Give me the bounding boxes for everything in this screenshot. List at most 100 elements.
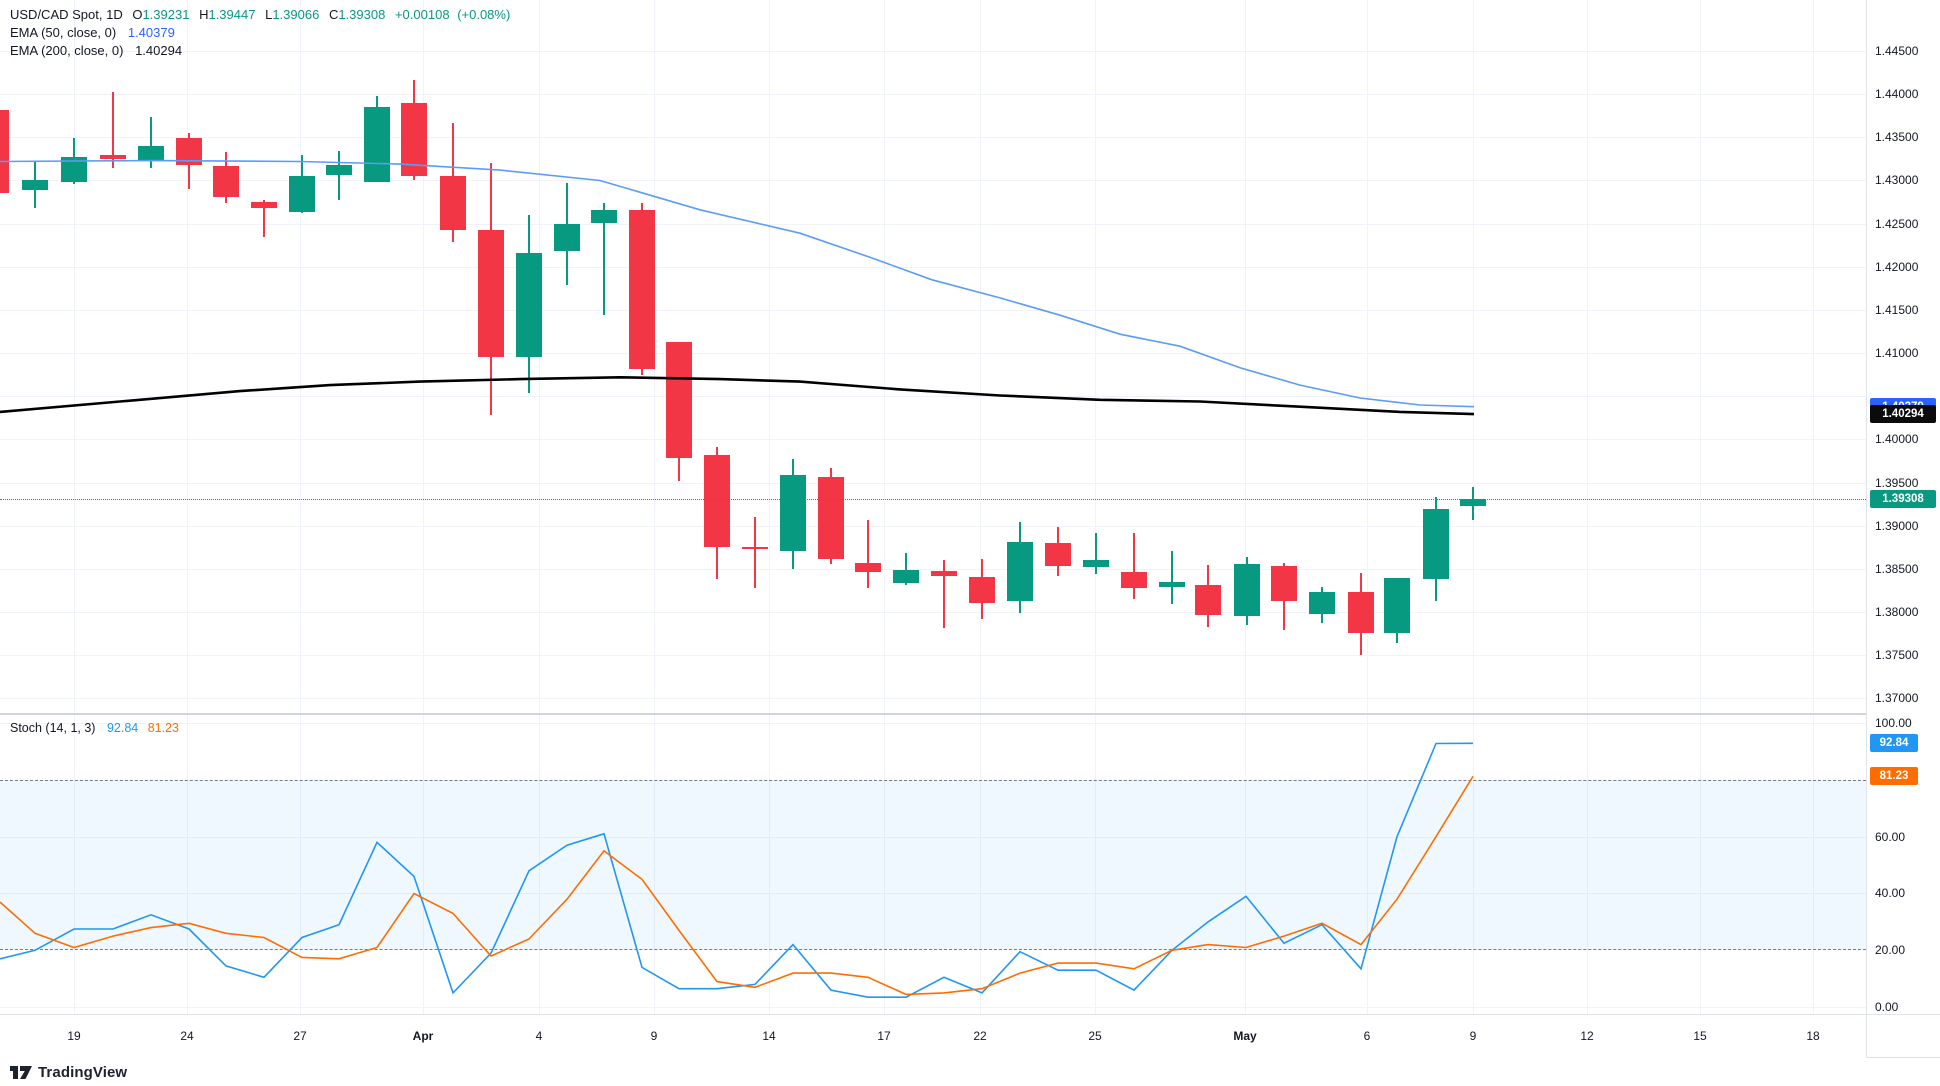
price-gridline (0, 525, 1866, 527)
candle-body (326, 164, 352, 176)
price-axis-label: 1.43500 (1875, 130, 1919, 145)
time-axis-label: May (1233, 1029, 1257, 1043)
price-axis-label: 1.39000 (1875, 518, 1919, 533)
symbol-legend-row[interactable]: USD/CAD Spot, 1D O1.39231 H1.39447 L1.39… (10, 6, 510, 23)
ema200-legend-row[interactable]: EMA (200, close, 0) 1.40294 (10, 42, 510, 59)
panel-separator[interactable] (0, 713, 1866, 715)
price-axis-label: 1.38500 (1875, 561, 1919, 576)
price-gridline (0, 612, 1866, 614)
time-gridline (654, 715, 655, 1014)
price-gridline (0, 439, 1866, 441)
close-label: C (328, 7, 339, 22)
tradingview-logo-text: TradingView (38, 1063, 128, 1081)
ema50-legend-row[interactable]: EMA (50, close, 0) 1.40379 (10, 24, 510, 41)
candle-body (0, 109, 9, 193)
time-gridline (1587, 715, 1588, 1014)
candle-body (1348, 592, 1374, 633)
candle-body (1083, 560, 1109, 568)
time-gridline (300, 715, 301, 1014)
time-gridline (423, 715, 424, 1014)
candle-wick (263, 200, 265, 237)
time-gridline (187, 715, 188, 1014)
time-axis[interactable]: 19 24 27 Apr 4 9 14 17 22 25 May 6 9 12 15 18 (0, 1014, 1866, 1058)
candle-body (1384, 577, 1410, 633)
stoch-gridline (0, 836, 1866, 838)
current-price-badge: 1.39308 (1870, 490, 1936, 509)
ema200-label[interactable]: EMA (200, close, 0) (10, 43, 124, 58)
stoch-axis-label: 20.00 (1875, 943, 1906, 958)
time-gridline (1813, 0, 1814, 713)
candle-body (969, 576, 995, 604)
candle-wick (603, 202, 605, 316)
candle-body (1309, 592, 1335, 614)
price-gridline (0, 568, 1866, 570)
candle-wick (150, 116, 152, 169)
candle-wick (754, 517, 756, 588)
time-axis-label: 9 (650, 1029, 658, 1043)
ema-lines-layer (0, 159, 1475, 416)
candle-body (100, 154, 126, 159)
time-gridline (1473, 715, 1474, 1014)
candle-body (1423, 509, 1449, 580)
candle-body (818, 477, 844, 560)
open-label: O (132, 7, 143, 22)
time-gridline (1367, 715, 1368, 1014)
symbol-title[interactable]: USD/CAD Spot, 1D (10, 7, 123, 22)
price-axis-label: 1.44500 (1875, 44, 1919, 58)
time-gridline (1245, 715, 1246, 1014)
stoch-d-badge: 81.23 (1870, 767, 1918, 786)
time-axis-label: 17 (877, 1029, 891, 1043)
candle-body (931, 570, 957, 576)
candle-body (1234, 563, 1260, 616)
time-gridline (884, 0, 885, 713)
chart-legend: USD/CAD Spot, 1D O1.39231 H1.39447 L1.39… (10, 6, 510, 60)
stoch-k-line[interactable] (0, 742, 1474, 999)
price-panel[interactable]: USD/CAD Spot, 1D O1.39231 H1.39447 L1.39… (0, 0, 1866, 713)
time-axis-label: 18 (1806, 1029, 1820, 1043)
price-gridline (0, 266, 1866, 268)
time-axis-label: 25 (1088, 1029, 1102, 1043)
price-gridline (0, 94, 1866, 96)
time-gridline (1245, 0, 1246, 713)
current-price-line (0, 499, 1866, 501)
candle-body (1007, 542, 1033, 601)
stoch-d-line[interactable] (0, 775, 1474, 996)
tradingview-logo[interactable]: TradingView (10, 1062, 127, 1082)
candle-wick (1095, 532, 1097, 575)
price-axis-label: 1.38000 (1875, 605, 1919, 620)
high-label: H (199, 7, 209, 22)
ema200-price-badge: 1.40294 (1870, 405, 1936, 424)
stoch-legend-row[interactable]: Stoch (14, 1, 3) 92.84 81.23 (10, 721, 179, 735)
stoch-axis-label: 100.00 (1875, 716, 1912, 730)
candle-body (213, 165, 239, 197)
stochastic-panel[interactable]: Stoch (14, 1, 3) 92.84 81.23 (0, 715, 1866, 1014)
ema50-label[interactable]: EMA (50, close, 0) (10, 25, 117, 40)
price-gridline (0, 51, 1866, 52)
price-gridline (0, 180, 1866, 182)
time-axis-label: 15 (1693, 1029, 1707, 1043)
time-axis-label: 4 (535, 1029, 543, 1043)
price-gridline (0, 223, 1866, 225)
stoch-axis-label: 0.00 (1875, 1000, 1899, 1015)
stoch-k-badge: 92.84 (1870, 734, 1918, 753)
price-axis-label: 1.39500 (1875, 475, 1919, 490)
candle-body (629, 209, 655, 369)
ema-50-line[interactable] (0, 159, 1475, 408)
time-gridline (74, 0, 75, 713)
time-gridline (1700, 0, 1701, 713)
ema50-value: 1.40379 (127, 25, 175, 40)
candle-body (591, 209, 617, 223)
candle-body (364, 107, 390, 183)
low-value: 1.39066 (272, 7, 320, 22)
time-gridline (423, 0, 424, 713)
price-gridline (0, 698, 1866, 700)
time-gridline (980, 715, 981, 1014)
time-gridline (1700, 715, 1701, 1014)
candle-wick (905, 553, 907, 585)
time-gridline (769, 715, 770, 1014)
price-axis[interactable]: 1.44500 1.44000 1.43500 1.43000 1.42500 1.420… (1866, 0, 1940, 1014)
candle-body (1045, 543, 1071, 567)
stoch-label[interactable]: Stoch (14, 1, 3) (10, 721, 96, 735)
ema200-value: 1.40294 (135, 43, 183, 58)
ema-200-line[interactable] (0, 375, 1475, 416)
